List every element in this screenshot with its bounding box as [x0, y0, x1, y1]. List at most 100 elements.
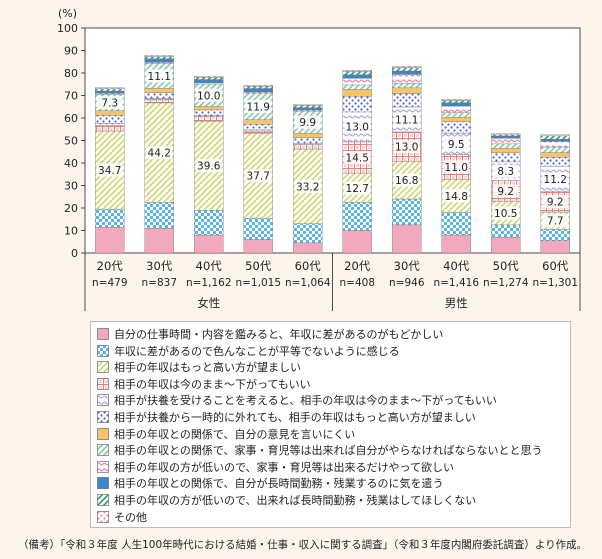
bar-segment — [144, 55, 174, 57]
x-tick-label: 60代 — [295, 259, 322, 273]
bar-segment — [392, 87, 422, 94]
chart-legend: 自分の仕事時間・内容を鑑みると、年収に差があるのがもどかしい 年収に差があるので色… — [90, 321, 571, 528]
data-label-bg — [96, 163, 123, 177]
data-label: 10.0 — [197, 90, 220, 102]
data-label: 11.2 — [544, 174, 567, 186]
legend-item: 相手が扶養から一時的に外れても、相手の年収はもっと高い方が望ましい — [97, 409, 476, 425]
data-label-bg — [443, 160, 470, 174]
bar-segment — [540, 240, 570, 254]
data-label-bg — [294, 179, 321, 193]
y-tick-label: 40 — [64, 157, 78, 170]
y-unit-label: (%) — [58, 7, 77, 20]
data-label-bg — [542, 172, 569, 186]
bar-segment — [392, 70, 422, 75]
x-tick-label: 40代 — [196, 259, 223, 273]
legend-label: 相手の年収との関係で、自分が長時間勤務・残業するのに気を遣う — [114, 477, 444, 491]
legend-item: 相手の年収の方が低いので、出来れば長時間勤務・残業はしてほしくない — [97, 492, 476, 508]
bar-segment — [342, 89, 372, 97]
legend-label: 年収に差があるので色んなことが平等でないように感じる — [114, 344, 400, 358]
y-tick-label: 60 — [64, 112, 78, 125]
bar-segment — [144, 58, 174, 63]
bar-segment — [540, 134, 570, 136]
sample-size-label: n=1,015 — [235, 277, 281, 289]
legend-swatch — [97, 494, 109, 506]
bar-segment — [243, 84, 273, 87]
data-label-bg — [344, 181, 371, 195]
sample-size-label: n=479 — [92, 277, 128, 289]
bar-segment — [243, 86, 273, 89]
legend-swatch — [97, 510, 109, 523]
bar-segment — [95, 115, 125, 124]
bar-segment — [243, 119, 273, 125]
bar-segment — [441, 234, 471, 254]
legend-item: 相手の年収との関係で、自分が長時間勤務・残業するのに気を遣う — [97, 475, 443, 491]
data-label: 12.7 — [346, 183, 369, 195]
data-label: 13.0 — [346, 122, 369, 134]
bar-segment — [342, 78, 372, 86]
data-label: 10.5 — [494, 208, 517, 220]
data-label-bg — [96, 96, 123, 110]
bar-segment — [540, 138, 570, 142]
bar-segment — [392, 74, 422, 84]
bar-segment — [293, 137, 323, 144]
bar-segment — [293, 104, 323, 106]
bar-segment — [491, 138, 521, 145]
sample-size-label: n=1,274 — [483, 277, 529, 289]
legend-label: 相手が扶養から一時的に外れても、相手の年収はもっと高い方が望ましい — [114, 411, 476, 424]
bar-segment — [293, 144, 323, 150]
legend-label: 相手の年収との関係で、家事・育児等は出来れば自分がやらなければならないとと思う — [114, 444, 543, 458]
bar-segment — [441, 100, 471, 103]
legend-swatch — [97, 377, 109, 390]
y-tick-label: 80 — [64, 67, 78, 80]
sample-size-label: n=1,162 — [186, 277, 232, 289]
bar-segment — [194, 116, 224, 122]
legend-item: 相手の年収は今のまま～下がってもいい — [97, 376, 311, 392]
data-label: 14.8 — [445, 191, 468, 203]
data-label: 8.3 — [497, 166, 514, 178]
x-tick-label: 20代 — [344, 259, 371, 273]
bar-segment — [293, 133, 323, 138]
bar-segment — [392, 198, 422, 226]
bar-segment — [491, 148, 521, 154]
bar-segment — [243, 239, 273, 254]
data-label: 33.2 — [296, 181, 319, 193]
bar-segment — [194, 75, 224, 78]
data-label-bg — [195, 88, 222, 102]
legend-swatch — [97, 444, 109, 456]
bar-segment — [392, 224, 422, 254]
data-label-bg — [146, 69, 173, 83]
legend-swatch — [97, 427, 109, 440]
data-label-bg — [344, 120, 371, 134]
bar-segment — [144, 56, 174, 60]
sample-size-label: n=1,064 — [285, 277, 331, 289]
y-tick-label: 20 — [64, 202, 78, 215]
y-tick-label: 10 — [64, 225, 78, 238]
data-label-bg — [245, 169, 272, 183]
bar-segment — [95, 110, 125, 116]
x-tick-label: 50代 — [493, 259, 520, 273]
bar-segment — [144, 99, 174, 104]
legend-label: 自分の仕事時間・内容を鑑みると、年収に差があるのがもどかしい — [114, 328, 444, 341]
legend-item: 相手の年収との関係で、家事・育児等は出来れば自分がやらなければならないとと思う — [97, 442, 542, 458]
data-label: 9.2 — [497, 186, 514, 198]
data-label: 9.2 — [547, 197, 564, 209]
data-label-bg — [393, 140, 420, 154]
bar-segment — [441, 99, 471, 101]
legend-label: その他 — [114, 510, 147, 524]
legend-item: 相手の年収との関係で、自分の意見を言いにくい — [97, 426, 355, 442]
bar-segment — [95, 226, 125, 254]
bar-segment — [441, 112, 471, 118]
bar-segment — [540, 156, 570, 167]
bar-segment — [342, 230, 372, 254]
x-tick-label: 50代 — [245, 259, 272, 273]
bar-segment — [540, 229, 570, 241]
sample-size-label: n=1,301 — [532, 277, 578, 289]
bar-segment — [95, 123, 125, 126]
bar-segment — [540, 141, 570, 148]
chart-labels: 20代 n=479 30代 n=837 40代 n=1,162 50代 n=1,015 60代 n… — [92, 69, 578, 310]
sample-size-label: n=1,416 — [433, 277, 479, 289]
legend-swatch — [97, 460, 109, 473]
bar-segment — [95, 87, 125, 89]
legend-swatch — [97, 411, 109, 423]
group-label: 男性 — [445, 296, 468, 310]
